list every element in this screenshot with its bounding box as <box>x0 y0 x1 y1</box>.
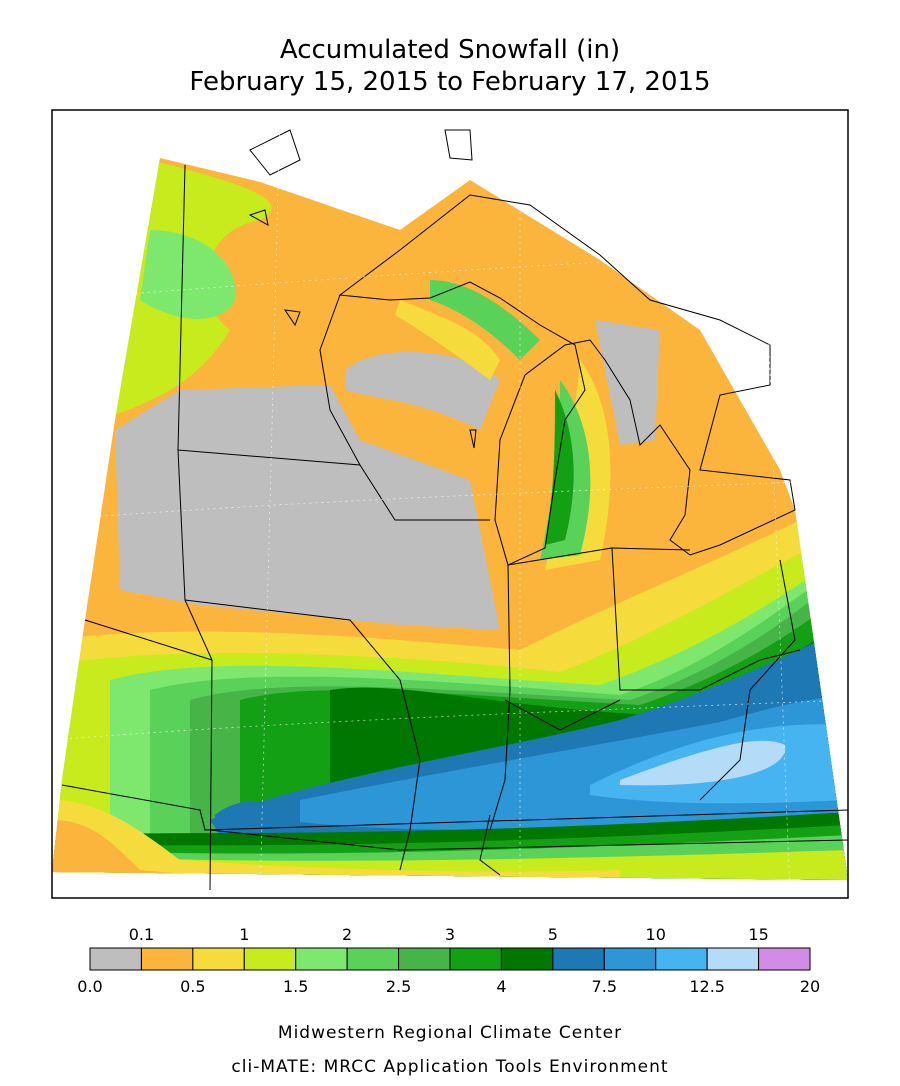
legend-label: 5 <box>548 925 558 944</box>
legend-swatch <box>449 947 502 971</box>
legend-label: 2 <box>342 925 352 944</box>
legend-swatch <box>140 947 194 971</box>
legend-label: 1 <box>239 925 249 944</box>
subtitle: February 15, 2015 to February 17, 2015 <box>189 67 710 97</box>
credit: cli-MATE: MRCC Application Tools Environ… <box>231 1057 668 1077</box>
band <box>545 390 574 545</box>
legend-label: 7.5 <box>592 977 617 996</box>
title: Accumulated Snowfall (in) <box>280 35 620 65</box>
band <box>595 320 660 445</box>
legend-label: 1.5 <box>283 977 308 996</box>
legend-label: 10 <box>646 925 666 944</box>
legend-swatch <box>552 947 605 971</box>
legend-swatch <box>398 947 451 971</box>
band <box>115 385 500 630</box>
legend-swatch <box>192 947 245 971</box>
legend-label: 20 <box>800 977 820 996</box>
state-borders <box>61 164 849 891</box>
legend-swatch <box>603 947 657 971</box>
legend-label: 0.0 <box>77 977 102 996</box>
legend-swatch <box>500 947 554 971</box>
islands <box>248 129 477 449</box>
legend-label: 15 <box>748 925 768 944</box>
map-frame <box>51 109 849 899</box>
legend-swatch <box>89 947 142 971</box>
legend-label: 0.1 <box>129 925 154 944</box>
legend-swatch <box>706 947 760 971</box>
band <box>430 280 540 360</box>
legend-swatch <box>346 947 400 971</box>
band <box>620 740 786 786</box>
great-lakes <box>338 194 796 566</box>
band <box>140 230 236 319</box>
map <box>51 109 849 899</box>
legend-label: 2.5 <box>386 977 411 996</box>
legend-label: 4 <box>496 977 506 996</box>
legend-label: 3 <box>445 925 455 944</box>
band <box>345 351 500 430</box>
legend-label: 12.5 <box>689 977 725 996</box>
legend-label: 0.5 <box>180 977 205 996</box>
color-legend: 0.0 0.1 0.5 1 1.5 2 2.5 3 4 5 7.5 10 12.5 15 20 <box>77 925 820 996</box>
credit: Midwestern Regional Climate Center <box>278 1023 622 1043</box>
legend-swatch <box>758 947 811 971</box>
legend-swatch <box>243 947 297 971</box>
band <box>215 801 272 829</box>
legend-swatch <box>295 947 348 971</box>
band <box>395 300 500 380</box>
legend-swatch <box>655 947 708 971</box>
